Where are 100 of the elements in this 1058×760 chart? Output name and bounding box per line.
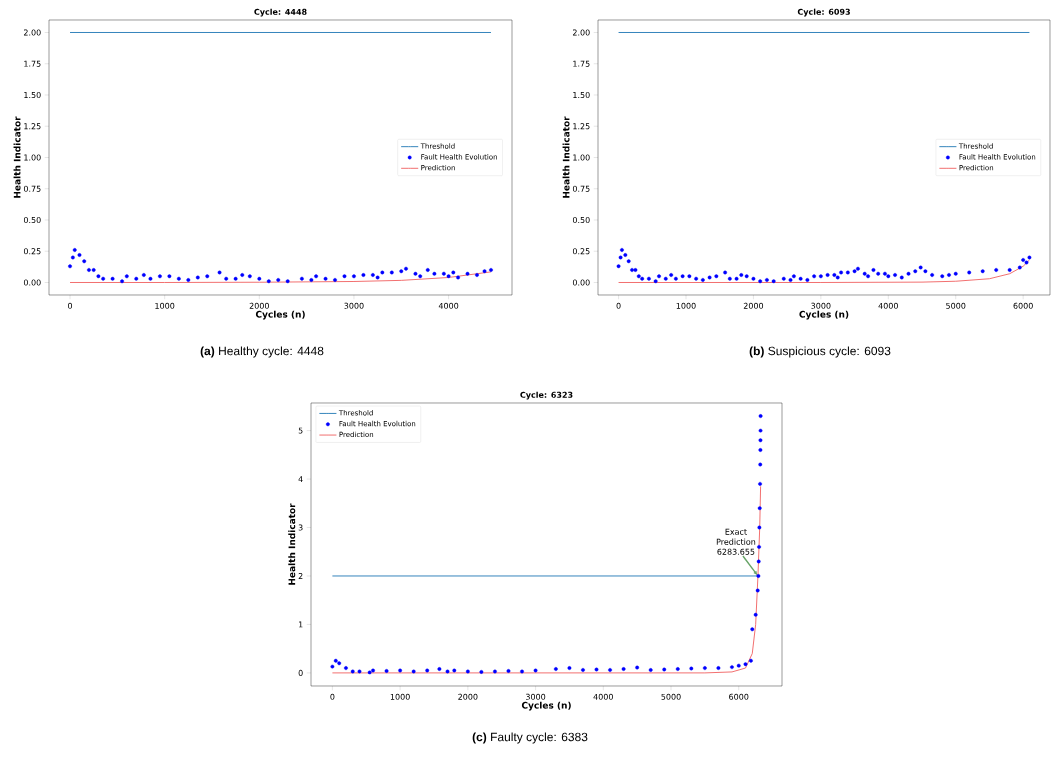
x-axis-title: Cycles (n) [799, 310, 849, 320]
point [101, 276, 106, 281]
point [195, 275, 200, 280]
point [333, 278, 337, 282]
point [285, 279, 290, 284]
point [257, 276, 262, 281]
point [730, 665, 734, 669]
x-tick-label: 5000 [661, 693, 681, 700]
point [757, 506, 762, 511]
point [755, 588, 760, 593]
point [716, 666, 721, 670]
point [520, 669, 524, 674]
point [489, 268, 493, 272]
x-tick-label: 0 [616, 302, 621, 309]
x-tick-label: 3000 [526, 693, 546, 700]
point [247, 274, 252, 279]
point [91, 268, 96, 272]
x-tick-label: 3000 [344, 302, 364, 309]
x-tick-label: 0 [330, 693, 335, 700]
x-axis-title: Cycles (n) [521, 701, 571, 711]
x-tick-label: 6000 [729, 693, 749, 700]
y-tick-label: 5 [298, 427, 303, 434]
point [309, 278, 314, 282]
point [404, 266, 408, 271]
x-axis-title: Cycles (n) [255, 310, 305, 320]
point [445, 669, 450, 674]
point [675, 667, 680, 671]
text: (c) Faulty cycle: 6383 [472, 732, 588, 744]
x-tick-label: 2000 [458, 693, 478, 700]
y-tick-label: 1.25 [573, 123, 590, 130]
x-tick-label: 0 [68, 302, 73, 309]
x-tick-label: 1000 [155, 302, 175, 309]
y-tick-label: 0.25 [572, 248, 590, 255]
point [224, 276, 229, 281]
point [141, 273, 146, 277]
point [756, 559, 761, 564]
y-tick-label: 0.50 [23, 216, 41, 224]
y-tick-label: 0.25 [23, 248, 41, 255]
point [432, 271, 437, 276]
text: (b) Suspicious cycle: 6093 [749, 346, 891, 358]
x-tick-label: 2000 [249, 302, 269, 309]
y-tick-label: 2.00 [572, 29, 590, 36]
point [465, 271, 470, 276]
x-tick-label: 4000 [593, 693, 613, 700]
annotation: Exact Prediction 6283.655 [716, 528, 756, 555]
point [337, 661, 342, 666]
point [446, 274, 451, 279]
y-tick-label: 1 [298, 621, 303, 628]
point [689, 666, 694, 671]
point [357, 669, 362, 674]
y-tick-label: 1.00 [573, 154, 590, 161]
point [82, 259, 87, 264]
point [398, 668, 403, 673]
point [266, 279, 271, 284]
y-tick-label: 1.75 [24, 60, 41, 67]
point [167, 274, 172, 279]
point [758, 414, 763, 418]
point [465, 669, 470, 674]
point [621, 667, 626, 671]
point [753, 612, 758, 617]
point [134, 276, 139, 281]
point [384, 669, 389, 673]
x-tick-label: 1000 [390, 693, 410, 700]
point [87, 268, 91, 272]
point [702, 666, 707, 670]
chart-title: Cycle: 6323 [520, 391, 573, 400]
point [757, 525, 762, 530]
point [380, 270, 385, 275]
point [344, 666, 348, 670]
point [425, 268, 430, 272]
y-tick-label: 1.50 [24, 91, 41, 99]
y-axis-title: Health Indicator [13, 116, 21, 198]
point [217, 270, 222, 275]
y-tick-label: 4 [298, 476, 303, 482]
point [758, 482, 762, 486]
point [758, 438, 763, 443]
chart-title: Cycle: 6093 [797, 8, 850, 17]
y-tick-label: 1.25 [24, 123, 41, 130]
point [314, 274, 318, 279]
point [96, 274, 101, 279]
point [186, 278, 191, 282]
point [323, 276, 328, 281]
point [367, 670, 372, 675]
point [72, 248, 77, 252]
point [399, 269, 404, 274]
point [479, 670, 484, 674]
point [110, 276, 115, 281]
y-tick-label: 2 [298, 573, 303, 579]
y-tick-label: 0.75 [572, 185, 590, 192]
point [482, 269, 487, 274]
x-tick-label: 3000 [811, 302, 831, 309]
chart-title: Cycle: 4448 [254, 8, 307, 17]
point [758, 462, 763, 467]
point [736, 663, 741, 668]
x-tick-label: 5000 [946, 302, 966, 309]
point [418, 274, 423, 279]
point [456, 275, 460, 280]
point [148, 276, 153, 281]
point [757, 545, 761, 549]
y-tick-label: 1.50 [573, 91, 590, 99]
